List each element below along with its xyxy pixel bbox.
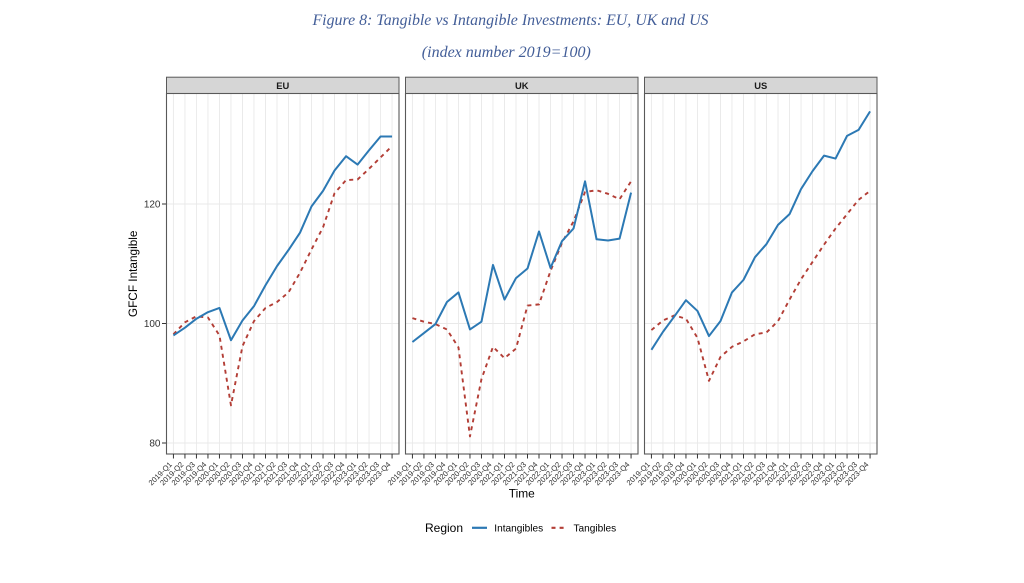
svg-text:100: 100 [144,319,161,330]
svg-text:EU: EU [276,80,289,91]
svg-text:US: US [754,80,767,91]
svg-text:Region: Region [425,521,463,535]
svg-text:80: 80 [149,438,161,449]
svg-text:GFCF Intangible: GFCF Intangible [126,230,140,317]
svg-text:120: 120 [144,199,161,210]
svg-text:Intangibles: Intangibles [494,523,543,534]
svg-text:Tangibles: Tangibles [574,523,617,534]
svg-text:UK: UK [515,80,529,91]
svg-text:Figure 8: Tangible vs Intangib: Figure 8: Tangible vs Intangible Investm… [311,12,708,29]
svg-text:(index number 2019=100): (index number 2019=100) [422,44,591,61]
svg-text:Time: Time [509,487,535,501]
